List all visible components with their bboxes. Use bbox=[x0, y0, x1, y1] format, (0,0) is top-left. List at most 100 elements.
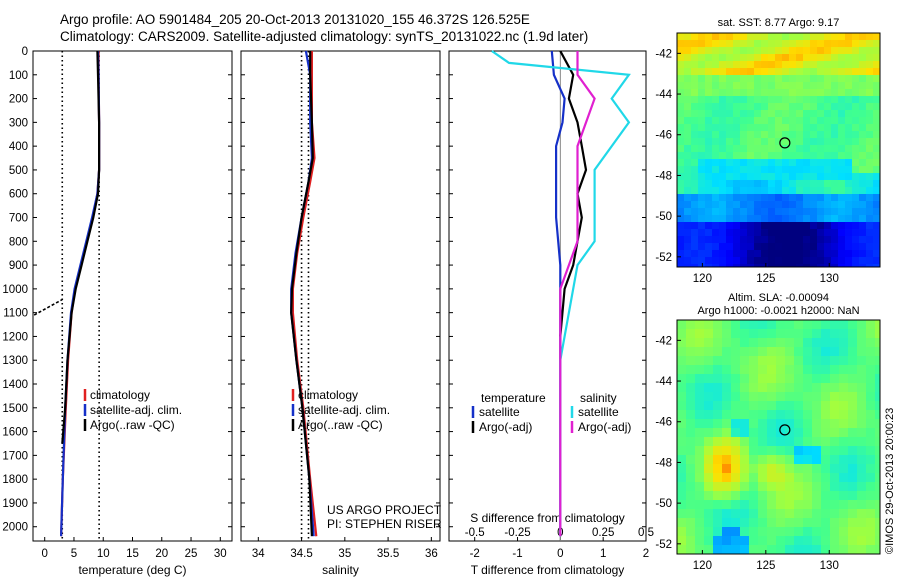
sst-map-cell bbox=[859, 96, 867, 104]
sst-map-cell bbox=[733, 222, 741, 230]
sst-map-cell bbox=[677, 117, 685, 125]
sst-map-cell bbox=[810, 117, 818, 125]
sla-map-cell bbox=[776, 401, 786, 411]
sst-map-cell bbox=[761, 236, 769, 244]
sst-map-cell bbox=[782, 152, 790, 160]
sst-map-cell bbox=[740, 89, 748, 97]
sla-map-cell bbox=[812, 527, 822, 537]
sla-map-cell bbox=[704, 428, 714, 438]
sla-map-title: Altim. SLA: -0.00094 bbox=[728, 292, 829, 304]
sst-map-cell bbox=[859, 54, 867, 62]
sla-map-cell bbox=[686, 500, 696, 510]
sla-map-cell bbox=[830, 473, 840, 483]
sst-map-cell bbox=[677, 152, 685, 160]
sst-map-cell bbox=[761, 110, 769, 118]
sst-map-cell bbox=[810, 236, 818, 244]
sst-map-cell bbox=[775, 257, 783, 265]
sla-map-cell bbox=[821, 518, 831, 528]
sst-map-cell bbox=[803, 96, 811, 104]
sla-map-cell bbox=[704, 374, 714, 384]
sla-map-cell bbox=[848, 383, 858, 393]
sla-map-cell bbox=[722, 455, 732, 465]
sla-map-cell bbox=[767, 527, 777, 537]
sst-map-cell bbox=[852, 243, 860, 251]
sst-map-cell bbox=[831, 201, 839, 209]
sst-map-cell bbox=[866, 229, 874, 237]
sst-map-cell bbox=[782, 33, 790, 41]
sst-map-cell bbox=[775, 243, 783, 251]
sst-map-cell bbox=[852, 187, 860, 195]
sst-map-cell bbox=[831, 117, 839, 125]
sla-map-cell bbox=[812, 365, 822, 375]
sst-map-cell bbox=[824, 264, 832, 267]
sst-map-cell bbox=[726, 40, 734, 48]
sst-map-cell bbox=[698, 166, 706, 174]
argo-float-marker bbox=[779, 137, 791, 149]
sst-map-cell bbox=[677, 124, 685, 132]
sst-map-cell bbox=[838, 201, 846, 209]
sla-map-cell bbox=[749, 428, 759, 438]
sst-map-cell bbox=[845, 75, 853, 83]
figure-title-line-2: Climatology: CARS2009. Satellite-adjuste… bbox=[60, 29, 589, 44]
sla-map-cell bbox=[875, 401, 880, 411]
sst-map-cell bbox=[691, 236, 699, 244]
sla-map-cell bbox=[722, 347, 732, 357]
sst-map-cell bbox=[761, 117, 769, 125]
sla-map-cell bbox=[857, 419, 867, 429]
sla-map-cell bbox=[857, 401, 867, 411]
sst-map-cell bbox=[754, 75, 762, 83]
sla-map-cell bbox=[794, 356, 804, 366]
sla-map-cell bbox=[731, 500, 741, 510]
sst-map-cell bbox=[873, 82, 880, 90]
sst-map-cell bbox=[838, 75, 846, 83]
sla-map-cell bbox=[767, 320, 777, 330]
sst-map-cell bbox=[775, 215, 783, 223]
y-tick-label: 600 bbox=[9, 189, 28, 201]
sst-map-cell bbox=[691, 82, 699, 90]
sst-map-cell bbox=[775, 131, 783, 139]
sla-map-cell bbox=[731, 392, 741, 402]
sst-map-cell bbox=[768, 47, 776, 55]
sla-map-cell bbox=[677, 410, 687, 420]
sst-map-cell bbox=[817, 103, 825, 111]
sst-map-cell bbox=[838, 145, 846, 153]
sst-map-cell bbox=[845, 54, 853, 62]
sla-map-cell bbox=[776, 320, 786, 330]
sst-map-cell bbox=[859, 131, 867, 139]
sst-map-cell bbox=[866, 264, 874, 267]
sst-map-cell bbox=[838, 173, 846, 181]
sla-map-cell bbox=[839, 446, 849, 456]
x2-tick-label: 0.5 bbox=[638, 527, 654, 539]
sst-map-cell bbox=[866, 61, 874, 69]
sst-map-cell bbox=[761, 68, 769, 76]
sst-map-cell bbox=[845, 110, 853, 118]
sla-map-cell bbox=[839, 527, 849, 537]
sst-map-cell bbox=[698, 40, 706, 48]
sst-map-cell bbox=[726, 159, 734, 167]
sst-map-cell bbox=[796, 152, 804, 160]
sst-map-cell bbox=[726, 250, 734, 258]
sst-map-cell bbox=[852, 103, 860, 111]
sla-map-cell bbox=[731, 437, 741, 447]
sst-map-cell bbox=[691, 89, 699, 97]
sst-map-cell bbox=[754, 229, 762, 237]
sla-map-cell bbox=[866, 347, 876, 357]
sst-map-cell bbox=[698, 152, 706, 160]
sst-map-cell bbox=[810, 75, 818, 83]
sst-map-cell bbox=[803, 82, 811, 90]
sst-map-cell bbox=[838, 166, 846, 174]
sst-map-cell bbox=[845, 201, 853, 209]
sst-map-cell bbox=[796, 222, 804, 230]
sst-map-cell bbox=[810, 201, 818, 209]
sst-map-cell bbox=[712, 117, 720, 125]
sla-map-cell bbox=[821, 491, 831, 501]
sst-map-cell bbox=[831, 166, 839, 174]
sst-map-cell bbox=[740, 236, 748, 244]
sst-map-cell bbox=[803, 159, 811, 167]
sla-map-cell bbox=[740, 356, 750, 366]
sst-map-cell bbox=[873, 257, 880, 265]
sst-map-cell bbox=[754, 215, 762, 223]
sla-map-cell bbox=[758, 491, 768, 501]
sst-map-cell bbox=[852, 33, 860, 41]
sla-map-cell bbox=[866, 446, 876, 456]
